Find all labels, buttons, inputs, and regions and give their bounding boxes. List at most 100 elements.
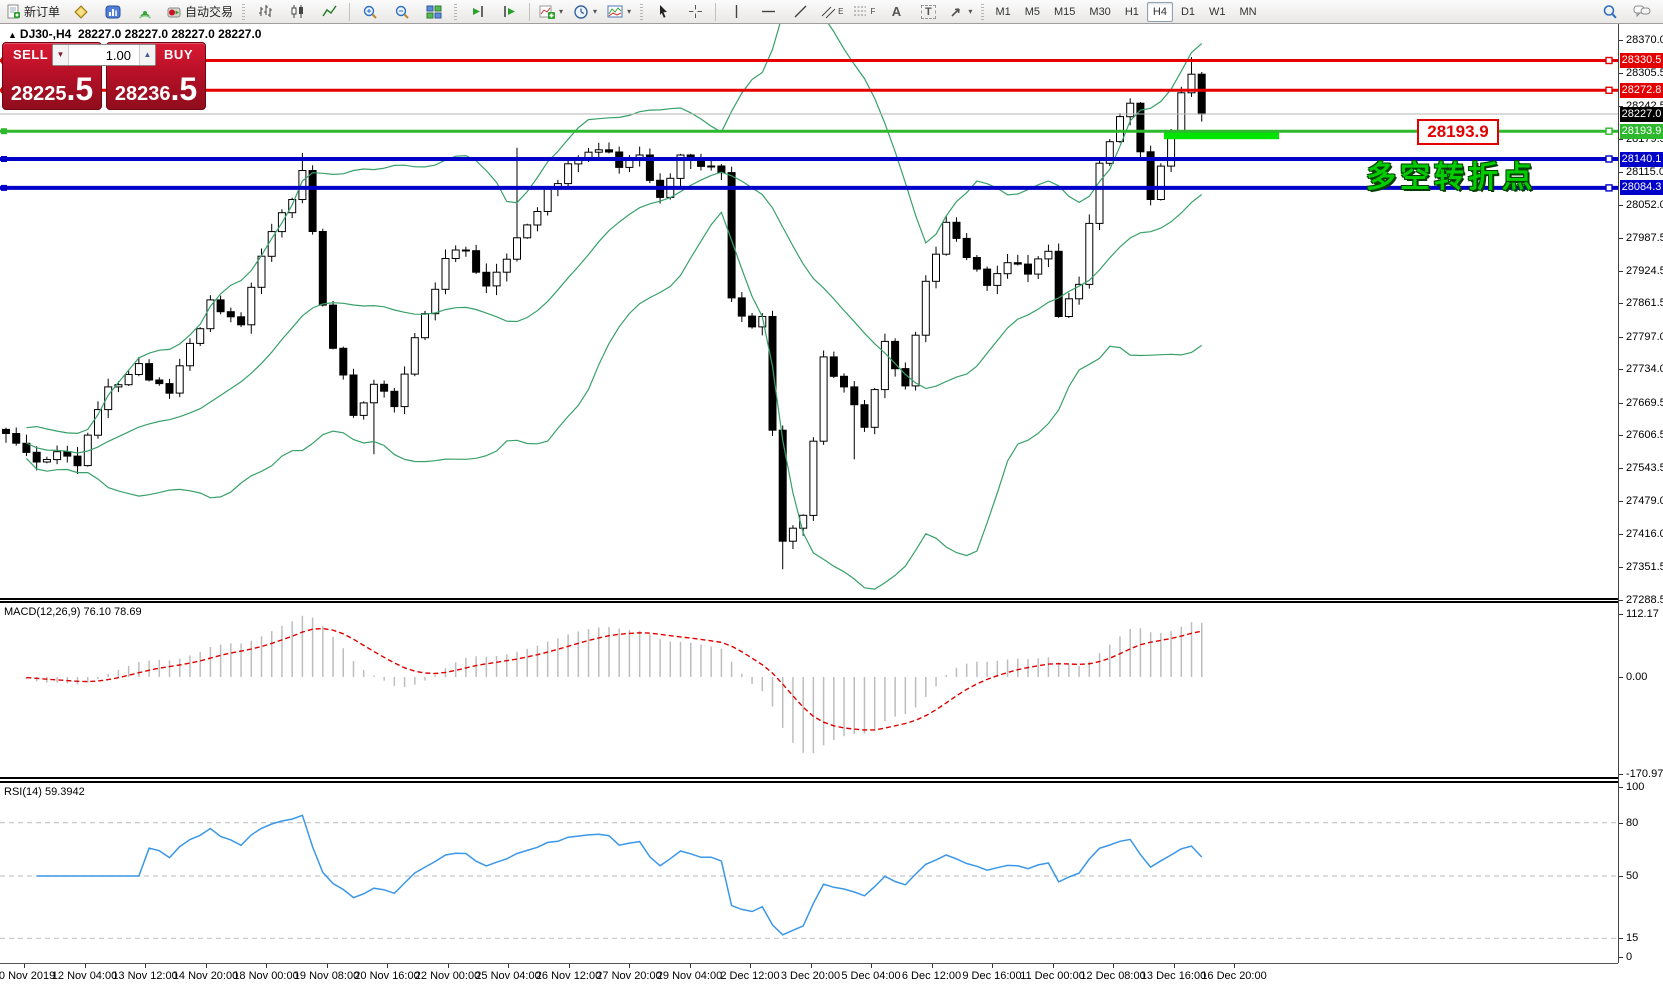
vertical-line-icon [735, 5, 737, 18]
periods-dropdown-caret: ▾ [593, 7, 598, 16]
arrows-button[interactable]: ▾ [945, 1, 976, 23]
signals-button[interactable] [130, 1, 160, 23]
new-order-icon [7, 4, 20, 19]
indicators-button[interactable]: ▾ [535, 1, 567, 23]
market-watch-button[interactable] [98, 1, 128, 23]
time-axis-label: 29 Nov 04:00 [656, 970, 723, 982]
macd-axis-label: 0.00 [1626, 670, 1648, 683]
one-click-trading-panel: SELL 28225.5 BUY 28236.5 ▼ ▲ [2, 42, 206, 110]
rsi-indicator-pane[interactable] [0, 783, 1618, 963]
chart-title: ▲ DJ30-,H4 28227.0 28227.0 28227.0 28227.… [8, 27, 261, 41]
templates-button[interactable]: ▾ [603, 1, 635, 23]
bar-chart-button[interactable] [250, 1, 280, 23]
search-button[interactable] [1595, 1, 1625, 23]
axis-tick-mark [1619, 303, 1623, 304]
volume-increase-button[interactable]: ▲ [139, 45, 155, 65]
text-button[interactable]: A [881, 1, 911, 23]
axis-tick-mark [1619, 106, 1623, 107]
vertical-line-button[interactable] [721, 1, 751, 23]
periods-button[interactable]: ▾ [569, 1, 601, 23]
timeframe-button-d1[interactable]: D1 [1180, 5, 1195, 18]
auto-scroll-icon [472, 6, 483, 17]
time-tick-mark [508, 964, 509, 968]
time-tick-mark [689, 964, 691, 968]
autotrading-button[interactable]: 自动交易 [162, 1, 237, 23]
trendline-button[interactable] [785, 1, 815, 23]
timeframe-button-m30[interactable]: M30 [1089, 5, 1111, 18]
time-axis-label: 14 Nov 20:00 [172, 970, 239, 982]
timeframe-button-w1[interactable]: W1 [1209, 5, 1226, 18]
pivot-annotation-text[interactable]: 多空转折点 [1366, 161, 1536, 194]
time-axis-label: 25 Nov 04:00 [475, 970, 541, 982]
price-tick-label: 27734.0 [1626, 362, 1663, 375]
time-tick-mark [1173, 964, 1175, 968]
time-tick-mark [1052, 964, 1054, 968]
main-price-chart[interactable] [0, 24, 1618, 599]
pane-separator[interactable] [0, 777, 1663, 783]
symbols-button[interactable] [66, 1, 96, 23]
chart-shift-button[interactable] [494, 1, 524, 23]
zoom-in-button[interactable] [355, 1, 385, 23]
market-watch-icon [105, 5, 121, 18]
arrows-dropdown-caret: ▾ [968, 7, 973, 16]
time-tick-mark [992, 964, 993, 968]
timeframe-group: M1 M5 M15 M30 H1 H4 D1 W1 MN [989, 1, 1262, 22]
new-order-label: 新订单 [24, 5, 61, 19]
chart-ohlc-quote: 28227.0 28227.0 28227.0 28227.0 [77, 27, 262, 41]
zoom-in-icon [363, 5, 377, 19]
auto-scroll-button[interactable] [462, 1, 492, 23]
time-tick-mark [145, 964, 146, 968]
time-axis-label: 12 Dec 08:00 [1080, 970, 1146, 982]
timeframe-button-mn[interactable]: MN [1239, 5, 1257, 18]
time-tick-mark [205, 964, 207, 968]
zoom-out-button[interactable] [387, 1, 417, 23]
cursor-button[interactable] [648, 1, 678, 23]
templates-icon [607, 5, 623, 17]
buy-button[interactable]: BUY 28236.5 [106, 42, 206, 110]
collapse-triangle-icon: ▲ [8, 30, 17, 40]
volume-decrease-button[interactable]: ▼ [53, 45, 69, 65]
timeframe-button-m1[interactable]: M1 [995, 5, 1011, 18]
axis-tick-mark [1619, 337, 1623, 338]
axis-tick-mark [1619, 876, 1623, 877]
crosshair-icon [688, 5, 702, 18]
macd-axis-label: -170.97 [1626, 767, 1663, 780]
time-axis-label: 22 Nov 00:00 [414, 970, 481, 982]
pane-separator[interactable] [0, 598, 1663, 603]
time-tick-mark [568, 964, 570, 968]
price-level-callout[interactable]: 28193.9 [1417, 119, 1499, 145]
signals-icon [139, 10, 152, 19]
timeframe-button-m15[interactable]: M15 [1054, 5, 1076, 18]
price-tick-label: 27479.0 [1626, 494, 1663, 507]
axis-tick-mark [1619, 40, 1623, 41]
axis-tick-mark [1619, 600, 1623, 601]
timeframe-button-h1[interactable]: H1 [1124, 5, 1139, 18]
chat-button[interactable] [1627, 1, 1657, 23]
rsi-axis-label: 100 [1626, 780, 1645, 793]
tile-windows-button[interactable] [419, 1, 449, 23]
horizontal-line-button[interactable] [753, 1, 783, 23]
timeframe-button-h4[interactable]: H4 [1146, 1, 1173, 22]
volume-input[interactable] [69, 45, 139, 65]
price-axis[interactable]: 28370.028305.528242.528179.528115.028052… [1618, 24, 1663, 963]
crosshair-button[interactable] [680, 1, 710, 23]
price-tick-label: 27606.5 [1626, 428, 1663, 441]
fibo-letter: F [870, 7, 876, 16]
tile-windows-icon [426, 5, 442, 18]
timeframe-button-m5[interactable]: M5 [1024, 5, 1040, 18]
axis-tick-mark [1619, 938, 1623, 939]
new-order-button[interactable]: 新订单 [2, 1, 64, 23]
rsi-axis-label: 80 [1626, 816, 1639, 829]
line-chart-button[interactable] [314, 1, 344, 23]
text-label-button[interactable]: T [913, 1, 943, 23]
candle-chart-button[interactable] [282, 1, 312, 23]
toolbar-separator [529, 2, 531, 21]
equidistant-channel-button[interactable]: E [817, 1, 847, 23]
macd-indicator-pane[interactable] [0, 603, 1618, 777]
time-axis-label: 19 Nov 08:00 [293, 970, 360, 982]
price-line-badge: 28330.5 [1620, 52, 1663, 68]
axis-tick-mark [1619, 271, 1623, 272]
fibonacci-button[interactable]: F [849, 1, 879, 23]
axis-tick-mark [1619, 369, 1623, 370]
